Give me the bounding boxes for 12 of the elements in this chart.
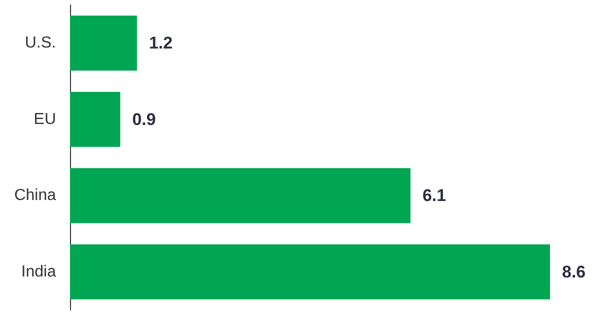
data-label: 8.6 — [562, 262, 586, 282]
y-tick-label: India — [21, 263, 56, 280]
bar — [70, 168, 410, 224]
data-label: 6.1 — [422, 186, 446, 206]
data-label: 1.2 — [148, 34, 173, 53]
y-tick-label: EU — [34, 110, 56, 128]
bar — [70, 244, 550, 300]
y-tick-label: China — [14, 187, 56, 204]
bar — [70, 92, 120, 147]
y-tick-label: U.S. — [24, 34, 56, 52]
data-label: 0.9 — [132, 110, 156, 129]
bar — [70, 16, 137, 71]
